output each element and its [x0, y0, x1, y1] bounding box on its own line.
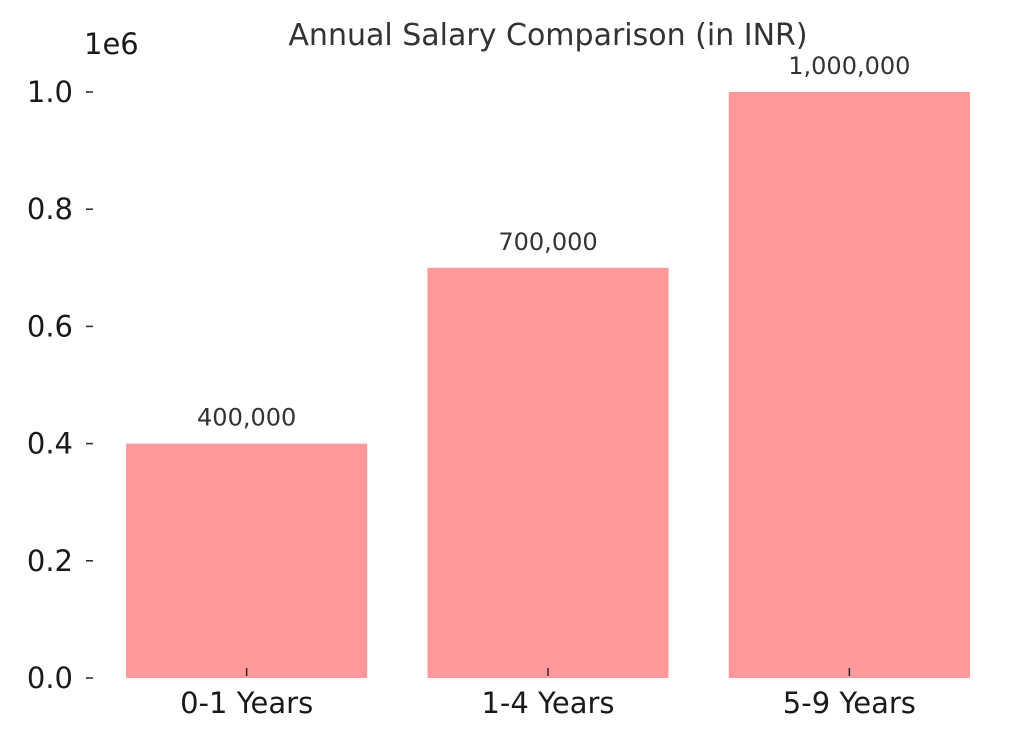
x-tick-label: 0-1 Years [180, 686, 313, 720]
bar-3 [728, 92, 970, 678]
y-tick-label: 0.0 [27, 661, 73, 695]
data-labels-group: 400,000 700,000 1,000,000 [197, 52, 910, 432]
x-tick-label: 5-9 Years [783, 686, 916, 720]
bar-2 [427, 267, 669, 678]
y-axis-offset-label: 1e6 [84, 27, 139, 61]
bars-group [126, 92, 970, 678]
x-tick-label: 1-4 Years [481, 686, 614, 720]
y-tick-label: 0.8 [27, 192, 73, 226]
y-axis: 0.0 0.2 0.4 0.6 0.8 1.0 [27, 75, 93, 695]
y-tick-label: 0.2 [27, 544, 73, 578]
bar-1 [126, 443, 368, 678]
x-axis: 0-1 Years 1-4 Years 5-9 Years [180, 668, 916, 720]
data-label: 400,000 [197, 404, 296, 432]
y-tick-label: 0.6 [27, 309, 73, 343]
chart-title: Annual Salary Comparison (in INR) [288, 18, 807, 53]
y-tick-label: 0.4 [27, 427, 73, 461]
y-tick-label: 1.0 [27, 75, 73, 109]
data-label: 1,000,000 [788, 52, 910, 80]
data-label: 700,000 [498, 228, 597, 256]
